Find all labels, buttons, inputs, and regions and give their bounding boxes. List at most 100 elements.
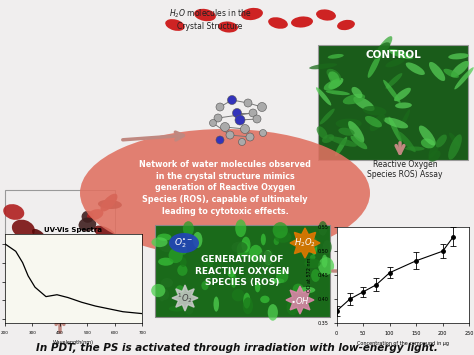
Ellipse shape	[406, 62, 425, 75]
Circle shape	[216, 103, 224, 111]
Bar	[318, 45, 468, 160]
Text: Network of water molecules observed
in the crystal structure mimics
generation o: Network of water molecules observed in t…	[139, 160, 311, 216]
Ellipse shape	[194, 9, 216, 21]
Polygon shape	[286, 286, 314, 314]
Ellipse shape	[66, 249, 90, 265]
Ellipse shape	[400, 109, 410, 130]
Ellipse shape	[365, 116, 382, 127]
Ellipse shape	[276, 269, 288, 283]
Ellipse shape	[169, 248, 183, 263]
Ellipse shape	[327, 69, 341, 81]
Ellipse shape	[421, 138, 435, 148]
Ellipse shape	[169, 233, 199, 253]
Ellipse shape	[18, 242, 30, 257]
Ellipse shape	[311, 269, 320, 282]
Ellipse shape	[65, 236, 89, 251]
Ellipse shape	[287, 300, 299, 315]
Ellipse shape	[383, 118, 408, 129]
Ellipse shape	[235, 219, 246, 237]
Ellipse shape	[335, 137, 347, 156]
Ellipse shape	[398, 131, 416, 152]
Ellipse shape	[370, 114, 385, 131]
Ellipse shape	[158, 258, 173, 266]
Ellipse shape	[61, 267, 72, 279]
Text: GENERATION OF
REACTIVE OXYGEN
SPECIES (ROS): GENERATION OF REACTIVE OXYGEN SPECIES (R…	[195, 255, 290, 287]
X-axis label: Concentration of the compound in μg: Concentration of the compound in μg	[357, 341, 449, 346]
Ellipse shape	[100, 194, 118, 212]
Ellipse shape	[274, 231, 292, 243]
Ellipse shape	[419, 126, 436, 146]
Ellipse shape	[319, 109, 335, 125]
Ellipse shape	[237, 241, 250, 257]
Ellipse shape	[268, 250, 274, 266]
Ellipse shape	[17, 299, 40, 315]
Ellipse shape	[3, 204, 24, 220]
Text: $\bullet OH$: $\bullet OH$	[290, 295, 310, 306]
Ellipse shape	[45, 235, 69, 250]
Text: $O_2^{\bullet-}$: $O_2^{\bullet-}$	[174, 236, 194, 250]
Ellipse shape	[259, 250, 273, 265]
Ellipse shape	[157, 234, 172, 241]
Ellipse shape	[32, 229, 46, 241]
Text: $H_2O_2$: $H_2O_2$	[294, 237, 316, 249]
Text: CRYSTALS: CRYSTALS	[36, 291, 83, 300]
Ellipse shape	[184, 300, 194, 315]
Ellipse shape	[243, 293, 250, 308]
Ellipse shape	[363, 106, 386, 115]
Ellipse shape	[244, 272, 257, 282]
Ellipse shape	[310, 255, 316, 260]
Ellipse shape	[317, 126, 328, 139]
Ellipse shape	[79, 218, 96, 231]
Ellipse shape	[394, 88, 411, 101]
Ellipse shape	[260, 296, 270, 303]
Circle shape	[257, 103, 266, 111]
Ellipse shape	[328, 71, 339, 83]
Ellipse shape	[312, 238, 318, 247]
Ellipse shape	[193, 232, 202, 248]
Ellipse shape	[436, 135, 447, 147]
X-axis label: Wavelength(nm): Wavelength(nm)	[53, 340, 94, 345]
Ellipse shape	[82, 211, 94, 223]
Ellipse shape	[271, 278, 284, 283]
Ellipse shape	[256, 254, 267, 264]
Ellipse shape	[261, 234, 266, 245]
Circle shape	[259, 130, 266, 137]
Ellipse shape	[316, 87, 331, 105]
Ellipse shape	[175, 285, 184, 296]
Ellipse shape	[255, 282, 260, 292]
Circle shape	[244, 99, 252, 107]
Ellipse shape	[322, 134, 334, 143]
Bar	[5, 190, 115, 310]
Circle shape	[220, 122, 229, 131]
Ellipse shape	[39, 249, 53, 258]
Ellipse shape	[160, 289, 169, 300]
Ellipse shape	[273, 237, 279, 245]
Ellipse shape	[372, 42, 390, 59]
Ellipse shape	[241, 8, 263, 20]
Ellipse shape	[218, 21, 238, 33]
Circle shape	[249, 109, 257, 117]
Ellipse shape	[353, 97, 374, 111]
Ellipse shape	[304, 259, 320, 268]
Ellipse shape	[329, 136, 357, 147]
Polygon shape	[172, 285, 198, 311]
Ellipse shape	[263, 250, 273, 265]
Ellipse shape	[375, 36, 392, 60]
Ellipse shape	[255, 264, 271, 282]
Ellipse shape	[343, 94, 365, 104]
Circle shape	[228, 95, 237, 104]
Ellipse shape	[232, 289, 244, 301]
Ellipse shape	[388, 116, 402, 143]
Ellipse shape	[449, 132, 460, 147]
Ellipse shape	[451, 61, 469, 77]
Ellipse shape	[48, 278, 63, 291]
Ellipse shape	[158, 286, 165, 301]
Ellipse shape	[324, 80, 342, 91]
Ellipse shape	[455, 67, 474, 89]
Ellipse shape	[292, 284, 304, 294]
Circle shape	[253, 115, 261, 123]
Ellipse shape	[152, 237, 168, 247]
Ellipse shape	[180, 246, 187, 255]
Ellipse shape	[249, 245, 263, 262]
Circle shape	[238, 138, 246, 146]
